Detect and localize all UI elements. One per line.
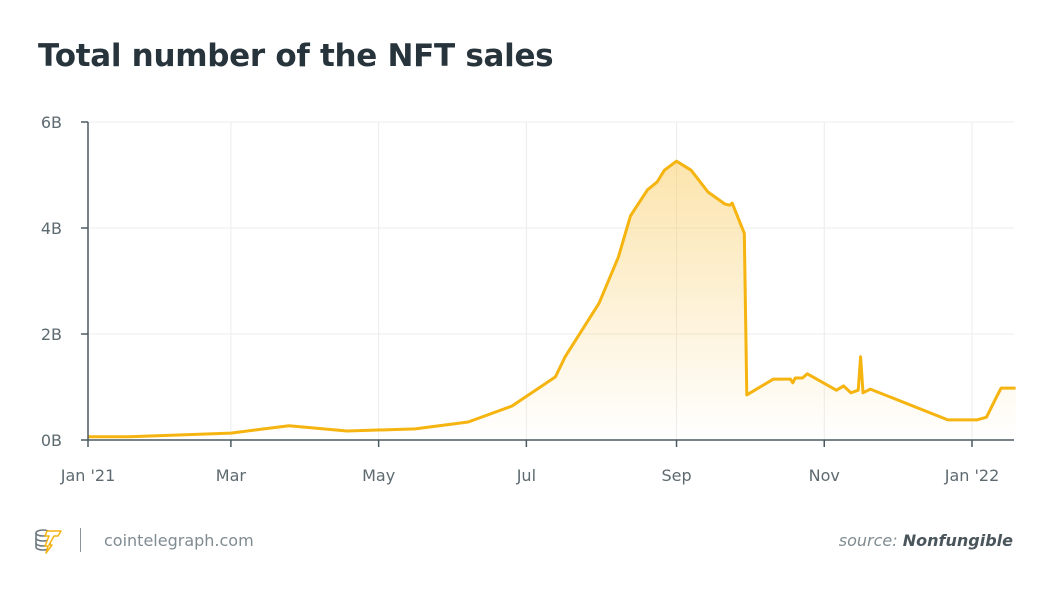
x-tick-label: Nov: [809, 466, 840, 485]
y-tick-label: 4B: [41, 219, 62, 238]
y-tick-label: 2B: [41, 325, 62, 344]
x-tick-label: Sep: [661, 466, 691, 485]
x-tick-label: Jan '22: [944, 466, 1000, 485]
series-line: [88, 159, 1016, 439]
brand-link[interactable]: cointelegraph.com: [104, 531, 254, 550]
y-tick-label: 6B: [41, 113, 62, 132]
source-credit: source: Nonfungible: [839, 531, 1013, 550]
x-tick-label: Jul: [516, 466, 536, 485]
source-name: Nonfungible: [902, 531, 1013, 550]
y-axis: 0B 2B 4B 6B: [41, 113, 62, 450]
series-area: [88, 161, 1016, 440]
axes: [81, 121, 1014, 447]
footer-divider: [80, 528, 81, 552]
chart-title: Total number of the NFT sales: [38, 38, 554, 74]
source-prefix: source:: [838, 531, 898, 550]
x-axis: Jan '21 Mar May Jul Sep Nov Jan '22: [60, 466, 1000, 485]
cointelegraph-logo-icon: [35, 529, 62, 554]
y-tick-label: 0B: [41, 431, 62, 450]
x-tick-label: May: [362, 466, 395, 485]
x-tick-label: Mar: [216, 466, 247, 485]
x-tick-label: Jan '21: [60, 466, 116, 485]
